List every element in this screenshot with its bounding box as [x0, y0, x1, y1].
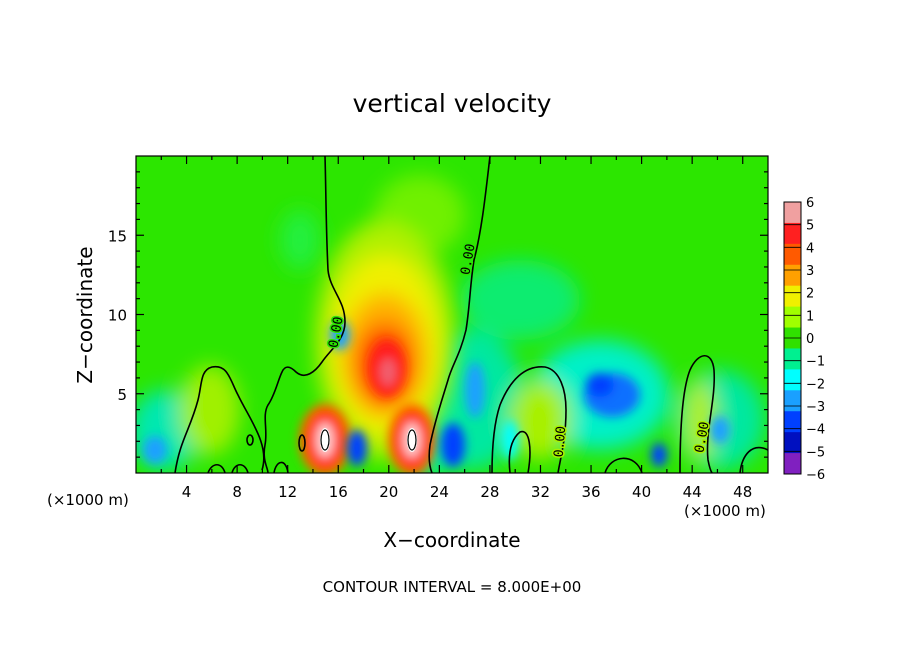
colorbar-swatch [784, 390, 801, 412]
x-tick-label: 20 [379, 483, 398, 501]
colorbar-label: 4 [806, 241, 814, 256]
y-tick-label: 10 [108, 307, 127, 325]
colorbar: 6 5 4 3 2 1 0 −1 −2 −3 −4 −5 −6 [783, 196, 825, 483]
colorbar-swatch [784, 432, 801, 454]
x-tick-label: 12 [278, 483, 297, 501]
field-low-cells [299, 404, 436, 473]
contour-loop-f [508, 430, 531, 473]
colorbar-label: 1 [806, 309, 814, 324]
contour-label-3: 0.00 [552, 425, 570, 458]
colorbar-swatch [784, 243, 801, 266]
chart-title: vertical velocity [353, 89, 552, 118]
field-downdrafts [143, 320, 730, 467]
contour-loop-b [491, 366, 567, 473]
x-tick-label: 40 [632, 483, 651, 501]
colorbar-label: 5 [806, 219, 814, 234]
contour-label-2: 0.00 [458, 243, 478, 276]
colorbar-label: −5 [806, 445, 825, 460]
contour-loop-e [739, 446, 768, 473]
colorbar-label: −3 [806, 400, 825, 415]
contour-loop-a [174, 365, 265, 473]
colorbar-label: 0 [806, 332, 814, 347]
colorbar-swatch [784, 202, 801, 224]
contour-interval-footer: CONTOUR INTERVAL = 8.000E+00 [323, 578, 582, 596]
colorbar-swatch [784, 411, 801, 433]
contour-ring-a [246, 434, 254, 446]
colorbar-label: 3 [806, 264, 814, 279]
y-tick-label: 5 [117, 386, 127, 404]
cell-peak-right [407, 428, 417, 452]
x-tick-label: 44 [683, 483, 702, 501]
colorbar-label: 2 [806, 287, 814, 302]
colorbar-swatch [784, 285, 801, 308]
contour-label-4: 0.00 [692, 421, 712, 454]
contour-right [428, 156, 491, 473]
contour-ring-b [298, 434, 306, 452]
y-axis: 5 10 15 [108, 171, 768, 458]
colorbar-label: 6 [806, 196, 814, 211]
y-tick-label: 15 [108, 227, 127, 245]
colorbar-label: −2 [806, 377, 825, 392]
colorbar-label: −4 [806, 423, 825, 438]
contour-peak-left [320, 429, 330, 451]
colorbar-swatch [784, 348, 801, 370]
contour-label-1: 0.00 [326, 316, 346, 349]
cell-peak-left [320, 428, 330, 452]
field-broad [136, 175, 765, 473]
contour-labels: 0.00 0.00 0.00 0.00 [325, 241, 714, 459]
plot-area: 0.00 0.00 0.00 0.00 [136, 156, 768, 473]
x-tick-label: 16 [329, 483, 348, 501]
x-unit-right: (×1000 m) [684, 502, 766, 520]
contour-peak-right [407, 429, 417, 451]
contour-loop-d [604, 457, 643, 473]
x-tick-label: 24 [430, 483, 449, 501]
contour-loop-g [207, 463, 226, 473]
colorbar-swatch [784, 222, 801, 245]
x-unit-left: (×1000 m) [47, 491, 129, 509]
colorbar-swatch [784, 264, 801, 287]
colorbar-label: −1 [806, 355, 825, 370]
contour-loop-h [231, 463, 249, 473]
x-tick-label: 28 [480, 483, 499, 501]
x-tick-label: 4 [182, 483, 192, 501]
contour-loop-c [679, 354, 716, 473]
colorbar-swatch [784, 369, 801, 391]
y-axis-label: Z−coordinate [73, 246, 97, 383]
colorbar-swatch [784, 306, 801, 329]
x-tick-label: 36 [581, 483, 600, 501]
contour-left [263, 156, 346, 473]
colorbar-swatch [784, 453, 801, 475]
x-axis: 4 8 12 16 20 24 28 32 36 40 44 48 [160, 156, 752, 501]
field-updraft-core [369, 340, 405, 396]
x-axis-label: X−coordinate [383, 528, 520, 552]
x-tick-label: 8 [232, 483, 242, 501]
x-tick-label: 32 [531, 483, 550, 501]
x-tick-label: 48 [733, 483, 752, 501]
colorbar-label: −6 [806, 468, 825, 483]
zero-contours [174, 156, 768, 473]
